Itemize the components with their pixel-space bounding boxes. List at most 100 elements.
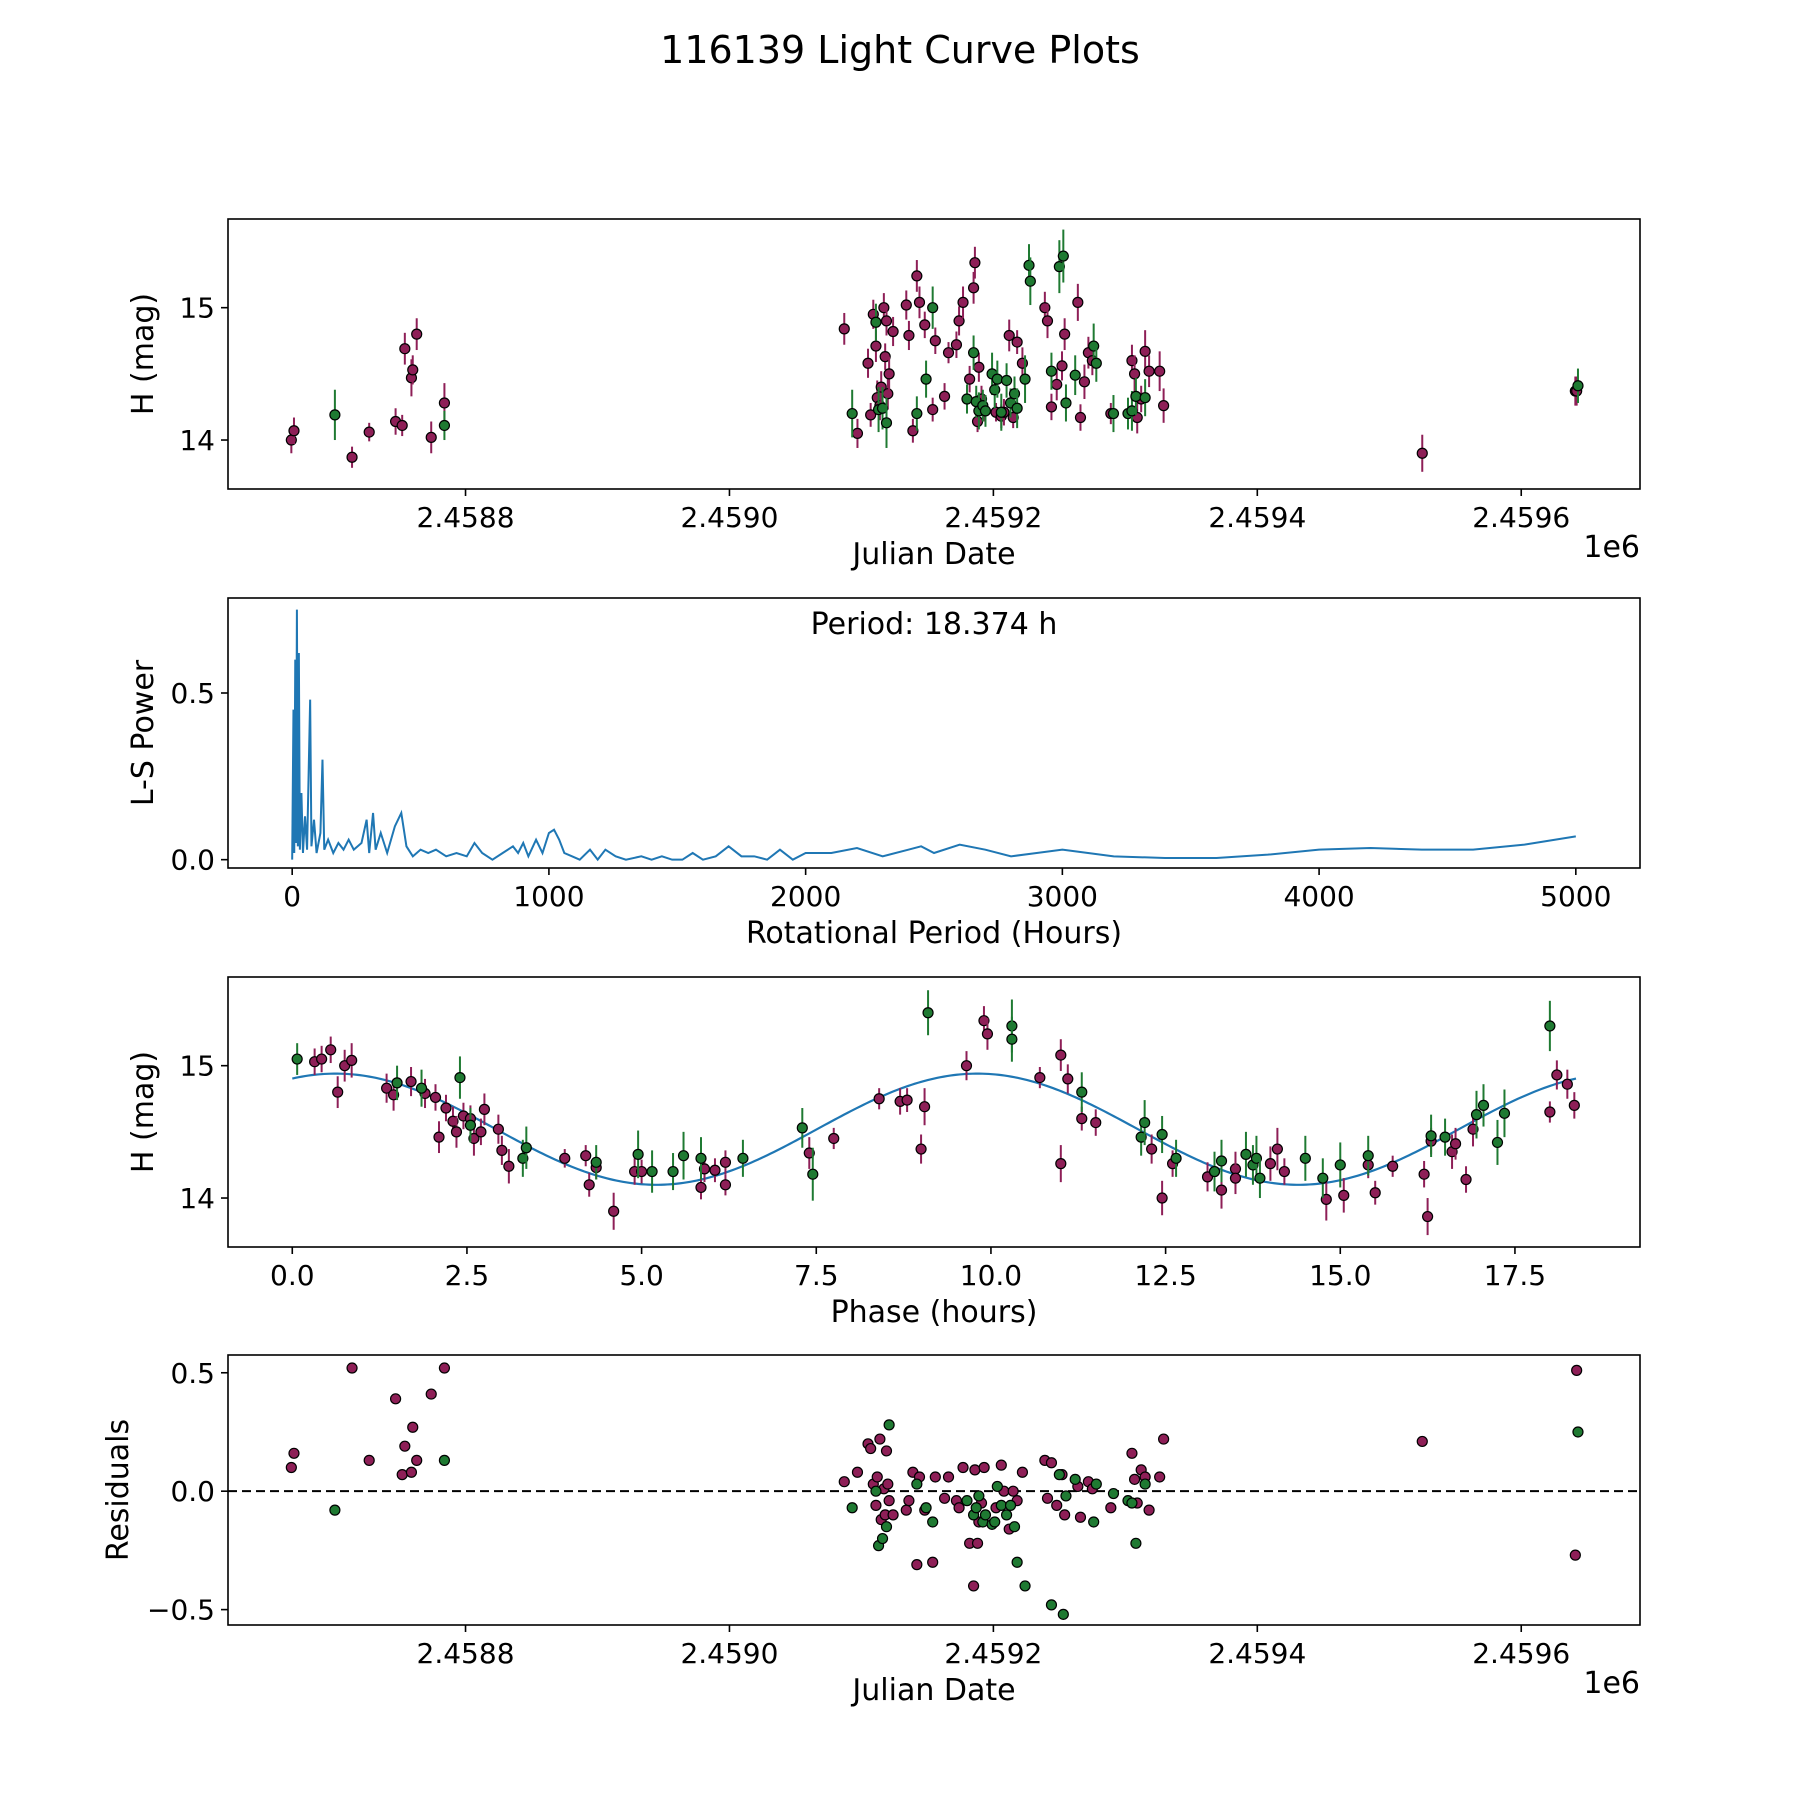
x-tick-label: 4000 bbox=[1283, 880, 1354, 913]
data-point bbox=[438, 397, 451, 409]
data-point bbox=[1126, 1447, 1138, 1459]
data-point bbox=[1369, 1187, 1381, 1199]
data-point bbox=[288, 1447, 300, 1459]
data-point bbox=[399, 343, 411, 355]
data-point bbox=[1215, 1155, 1228, 1167]
data-point bbox=[1551, 1069, 1563, 1081]
data-point bbox=[1016, 1466, 1029, 1478]
data-point bbox=[883, 1495, 895, 1507]
data-point bbox=[903, 1495, 915, 1507]
data-point bbox=[1055, 1049, 1067, 1061]
data-point bbox=[1019, 373, 1031, 385]
data-point bbox=[870, 316, 882, 328]
data-point bbox=[1045, 1457, 1058, 1469]
data-point bbox=[1139, 392, 1151, 404]
data-point bbox=[973, 1490, 985, 1502]
data-point bbox=[1069, 369, 1081, 381]
data-point bbox=[1078, 376, 1091, 388]
x-tick-label: 0.0 bbox=[270, 1259, 315, 1292]
data-point bbox=[346, 1054, 358, 1066]
data-point bbox=[927, 1556, 939, 1568]
data-point bbox=[979, 405, 992, 417]
periodogram-plot-area bbox=[291, 609, 1576, 862]
data-point bbox=[1051, 1499, 1063, 1511]
x-axis-label: Julian Date bbox=[850, 537, 1015, 572]
lightcurve-panel: 2.4588 2.4590 2.4592 2.4594 2.4596 14 15 Julian… bbox=[126, 218, 1641, 572]
data-point bbox=[411, 1454, 423, 1466]
x-tick-label: 2000 bbox=[770, 880, 841, 913]
data-point bbox=[1011, 402, 1023, 414]
data-point bbox=[709, 1164, 721, 1176]
data-point bbox=[440, 1102, 452, 1114]
data-point bbox=[911, 407, 923, 420]
data-point bbox=[1477, 1099, 1490, 1111]
residuals-axes-frame bbox=[227, 1354, 1641, 1626]
data-point bbox=[396, 419, 408, 432]
data-point bbox=[719, 1156, 732, 1168]
y-tick-label: 0.0 bbox=[170, 1475, 215, 1508]
data-point bbox=[1130, 390, 1142, 402]
data-point bbox=[870, 1485, 882, 1497]
data-point bbox=[870, 1499, 882, 1511]
x-tick-label: 12.5 bbox=[1134, 1259, 1196, 1292]
data-point bbox=[407, 364, 419, 376]
data-point bbox=[995, 406, 1007, 418]
data-point bbox=[862, 357, 874, 369]
data-point bbox=[882, 388, 894, 400]
data-point bbox=[1299, 1152, 1311, 1164]
data-point bbox=[1229, 1172, 1242, 1184]
data-point bbox=[1041, 1492, 1054, 1504]
data-point bbox=[967, 1580, 980, 1592]
data-point bbox=[1561, 1078, 1573, 1090]
data-point bbox=[1126, 405, 1138, 417]
data-point bbox=[1069, 1473, 1081, 1485]
data-point bbox=[851, 427, 864, 440]
data-point bbox=[590, 1156, 602, 1168]
data-point bbox=[883, 1419, 895, 1431]
data-point bbox=[1055, 1158, 1067, 1170]
data-point bbox=[325, 1044, 337, 1056]
data-point bbox=[920, 1502, 932, 1514]
data-point bbox=[900, 1504, 912, 1516]
data-point bbox=[938, 1492, 951, 1504]
data-point bbox=[1317, 1172, 1329, 1184]
y-tick-label: 14 bbox=[179, 1182, 215, 1215]
data-point bbox=[1051, 378, 1063, 391]
x-axis-label: Phase (hours) bbox=[831, 1295, 1038, 1330]
data-point bbox=[632, 1148, 644, 1160]
y-tick-label: −0.5 bbox=[147, 1594, 215, 1627]
data-point bbox=[492, 1123, 504, 1135]
y-tick-label: 0.0 bbox=[170, 844, 215, 877]
data-point bbox=[981, 1028, 994, 1040]
data-point bbox=[838, 1476, 850, 1488]
data-point bbox=[887, 1509, 899, 1521]
data-point bbox=[942, 347, 955, 359]
data-point bbox=[970, 1502, 982, 1514]
data-point bbox=[979, 1509, 992, 1521]
data-point bbox=[1057, 250, 1069, 262]
data-point bbox=[796, 1122, 808, 1134]
data-point bbox=[911, 1478, 923, 1490]
data-point bbox=[1000, 374, 1013, 387]
data-point bbox=[433, 1131, 445, 1143]
data-point bbox=[559, 1152, 571, 1164]
data-point bbox=[1059, 1509, 1071, 1521]
data-point bbox=[880, 315, 893, 327]
data-point bbox=[950, 339, 963, 351]
data-point bbox=[346, 451, 358, 463]
x-tick-label: 0 bbox=[283, 880, 301, 913]
data-point bbox=[1000, 1509, 1013, 1521]
x-tick-label: 2.4588 bbox=[417, 501, 515, 534]
data-point bbox=[879, 351, 891, 363]
data-point bbox=[880, 1521, 893, 1533]
data-point bbox=[960, 1060, 973, 1072]
data-point bbox=[969, 1464, 981, 1476]
data-point bbox=[903, 329, 915, 342]
y-axis-label: L-S Power bbox=[126, 659, 161, 806]
data-point bbox=[1139, 1478, 1151, 1490]
x-offset-label: 1e6 bbox=[1583, 530, 1640, 565]
data-point bbox=[1024, 275, 1036, 287]
x-tick-label: 2.4596 bbox=[1472, 1637, 1570, 1670]
data-point bbox=[1422, 1210, 1434, 1223]
data-point bbox=[503, 1160, 515, 1172]
